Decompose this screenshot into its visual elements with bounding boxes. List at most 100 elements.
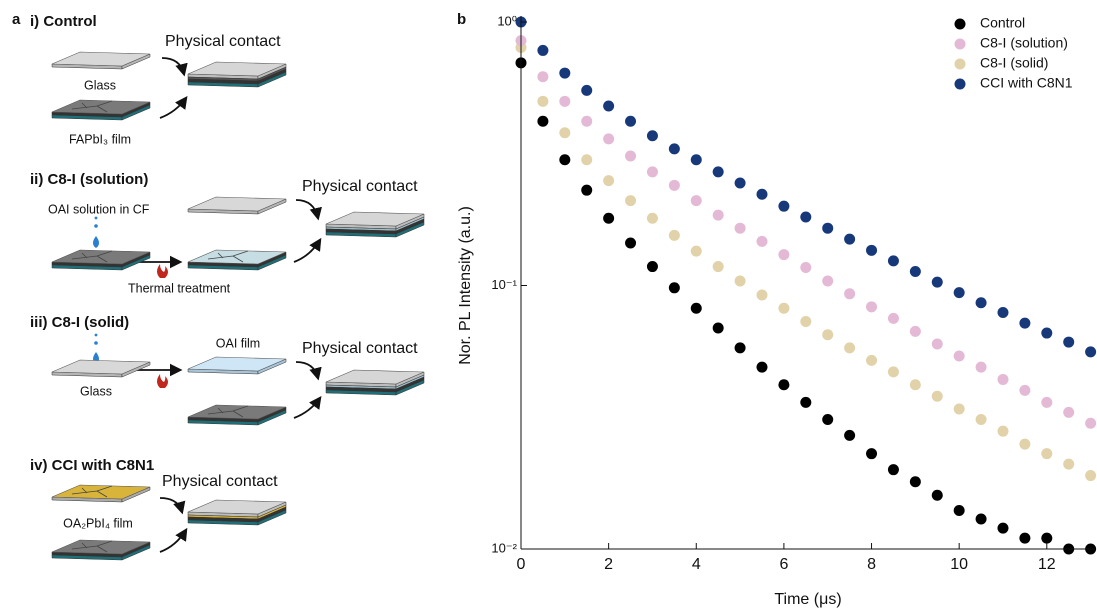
point [756, 188, 768, 200]
point [625, 237, 637, 249]
slab-side [257, 71, 287, 88]
point [909, 325, 921, 337]
y-tick-label: 10⁰ [497, 13, 517, 28]
point [953, 504, 965, 516]
point [1041, 532, 1053, 544]
step-label: Thermal treatment [128, 281, 231, 295]
crack [207, 405, 249, 418]
legend-marker [954, 38, 966, 50]
point [1019, 438, 1031, 450]
point [953, 403, 965, 415]
point [997, 373, 1009, 385]
layer-label: Glass [84, 78, 116, 92]
point [1063, 406, 1075, 418]
point [997, 522, 1009, 534]
slab-top [51, 539, 151, 555]
slab [51, 51, 151, 70]
point [931, 489, 943, 501]
point [975, 361, 987, 373]
point [778, 200, 790, 212]
slab-side [121, 544, 151, 561]
point [734, 177, 746, 189]
legend-marker [954, 58, 966, 70]
point [975, 297, 987, 309]
slab-top [51, 51, 151, 67]
panel-label: b [457, 11, 466, 28]
point [646, 212, 658, 224]
point [712, 166, 724, 178]
slab-top [51, 484, 151, 500]
legend-label: C8-I (solution) [980, 35, 1068, 51]
point [690, 195, 702, 207]
y-tick-label: 10⁻² [491, 540, 517, 555]
slab [51, 99, 151, 121]
point [603, 133, 615, 145]
point [1041, 396, 1053, 408]
point [537, 95, 549, 107]
point [712, 209, 724, 221]
point [909, 266, 921, 278]
point [800, 396, 812, 408]
point [559, 127, 571, 139]
point [712, 261, 724, 273]
point [625, 195, 637, 207]
legend-label: C8-I (solid) [980, 55, 1048, 71]
slab [51, 539, 151, 561]
slab-top [325, 211, 425, 227]
slab [187, 404, 287, 426]
point [778, 249, 790, 261]
point [866, 301, 878, 313]
point [756, 361, 768, 373]
point [559, 154, 571, 166]
panel-label: a [12, 11, 21, 28]
point [909, 476, 921, 488]
legend-marker [954, 78, 966, 90]
step-label: Physical contact [162, 473, 278, 490]
flames [157, 264, 168, 388]
slab-top [51, 359, 151, 375]
section-title: ii) C8-I (solution) [30, 171, 148, 188]
slab-top [51, 99, 151, 115]
crack [71, 100, 113, 113]
point [603, 212, 615, 224]
slab-top [187, 196, 287, 212]
point [953, 350, 965, 362]
point [1041, 448, 1053, 460]
point [1019, 384, 1031, 396]
point [1063, 458, 1075, 470]
y-tick-label: 10⁻¹ [491, 277, 517, 292]
point [1019, 532, 1031, 544]
slab-top [187, 356, 287, 372]
point [975, 414, 987, 426]
point [822, 414, 834, 426]
point [712, 322, 724, 334]
x-tick-label: 6 [779, 556, 788, 573]
point [931, 338, 943, 350]
point [1063, 336, 1075, 348]
step-label: OAI solution in CF [48, 202, 150, 216]
slab-top [187, 249, 287, 265]
point [778, 379, 790, 391]
section-title: i) Control [30, 13, 97, 30]
x-tick-label: 4 [692, 556, 701, 573]
point [668, 143, 680, 155]
slab-side [121, 254, 151, 271]
x-axis-label: Time (μs) [774, 591, 841, 608]
slab [325, 211, 425, 238]
layer-label: OAI film [216, 336, 260, 350]
point [778, 302, 790, 314]
y-axis-label: Nor. PL Intensity (a.u.) [457, 206, 474, 365]
step-label: Physical contact [302, 340, 418, 357]
point [756, 289, 768, 301]
point [997, 425, 1009, 437]
slab [187, 196, 287, 215]
crack [71, 485, 113, 498]
point [800, 211, 812, 223]
layer-label: OA₂PbI₄ film [63, 516, 133, 530]
point [931, 276, 943, 288]
crack [207, 250, 249, 263]
point [1019, 317, 1031, 329]
point [646, 130, 658, 142]
point [1085, 346, 1097, 358]
